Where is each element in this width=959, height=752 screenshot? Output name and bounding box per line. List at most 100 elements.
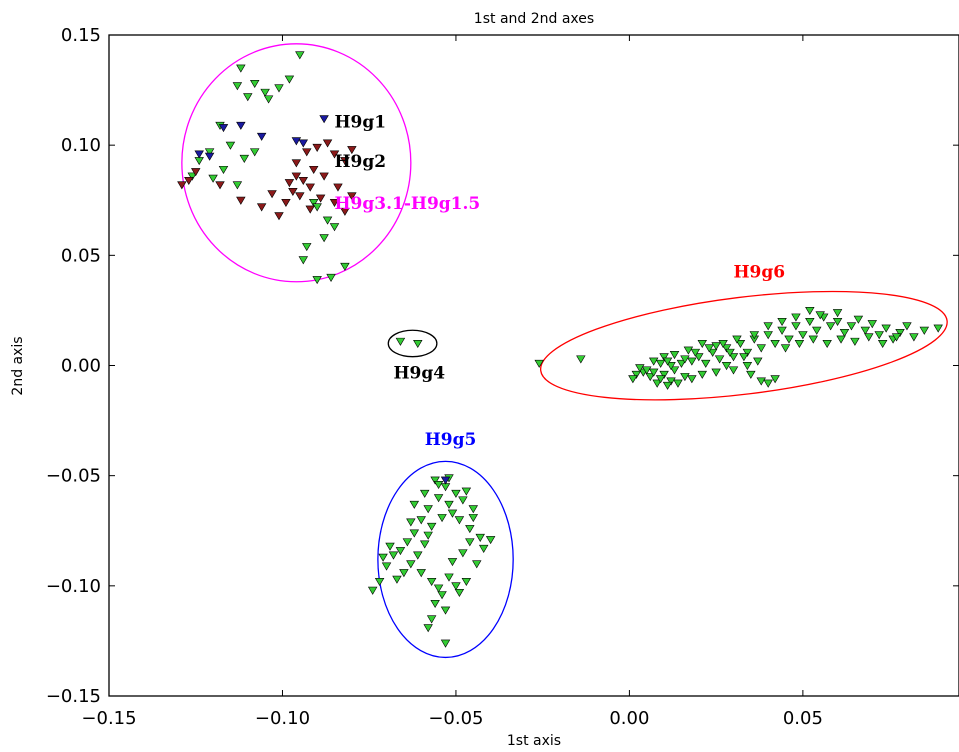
data-point	[749, 331, 760, 340]
data-point	[832, 317, 843, 327]
data-point	[333, 183, 343, 192]
data-point	[669, 351, 680, 360]
data-point	[725, 348, 735, 357]
data-point	[426, 615, 437, 624]
data-point	[777, 317, 787, 327]
data-point	[673, 379, 683, 388]
data-point	[433, 584, 444, 593]
data-point	[780, 344, 791, 353]
data-point	[687, 357, 697, 366]
data-point	[465, 525, 475, 534]
data-point	[256, 132, 267, 141]
data-point	[576, 355, 586, 364]
data-point	[805, 317, 815, 327]
data-point	[413, 340, 423, 349]
data-point	[728, 353, 739, 362]
data-point	[187, 172, 197, 181]
data-point	[756, 377, 766, 386]
data-point	[534, 359, 544, 368]
cluster-ellipses	[181, 43, 948, 659]
data-point	[367, 586, 378, 595]
data-point	[753, 357, 763, 366]
data-point	[655, 375, 666, 384]
data-point	[475, 533, 485, 542]
cluster-labels: H9g1 H9g2 H9g3.1-H9g1.5 H9g4 H9g5 H9g6	[335, 113, 786, 450]
data-point	[399, 569, 409, 578]
data-point	[454, 588, 465, 598]
cluster-label: H9g4	[393, 364, 445, 384]
data-point	[648, 357, 659, 366]
data-point	[260, 88, 270, 97]
y-tick-label: 0.05	[61, 245, 101, 266]
cluster-ellipse-2	[377, 460, 514, 659]
data-point	[340, 262, 350, 271]
data-point	[218, 124, 229, 133]
data-point	[388, 551, 399, 560]
data-point	[204, 148, 215, 157]
data-point	[225, 141, 236, 150]
data-point	[454, 516, 465, 525]
data-point	[669, 366, 680, 375]
data-point	[447, 509, 458, 518]
data-point	[347, 146, 357, 155]
data-point	[419, 489, 430, 498]
data-point	[777, 326, 787, 335]
data-point	[836, 335, 846, 344]
chart-title: 1st and 2nd axes	[474, 11, 594, 27]
data-point	[659, 353, 669, 362]
data-point	[308, 165, 319, 174]
axis-ticks: −0.15 −0.10 −0.05 0.00 0.05 −0.15 −0.10 −0.05 0.…	[46, 25, 959, 729]
data-point	[426, 577, 437, 587]
data-point	[291, 159, 302, 168]
data-point	[256, 203, 267, 212]
data-point	[832, 309, 843, 318]
data-point	[281, 199, 291, 208]
data-point	[742, 362, 753, 371]
x-axis-title: 1st axis	[507, 733, 561, 749]
data-point	[326, 273, 336, 282]
data-point	[218, 165, 229, 174]
data-point	[867, 320, 877, 329]
data-point	[433, 494, 444, 503]
data-point	[402, 538, 413, 547]
x-tick-label: −0.15	[81, 708, 136, 729]
data-point	[853, 315, 864, 324]
data-point	[395, 547, 406, 556]
data-point	[881, 324, 891, 333]
data-point	[652, 379, 662, 388]
data-point	[718, 340, 728, 349]
data-point	[437, 591, 447, 600]
data-point	[416, 516, 426, 525]
y-tick-label: −0.05	[46, 466, 101, 487]
data-point	[794, 340, 805, 349]
data-point	[451, 489, 461, 498]
data-point	[215, 181, 225, 190]
data-point	[291, 172, 302, 181]
data-point	[437, 514, 447, 523]
cluster-label: H9g6	[733, 262, 785, 282]
data-point	[274, 84, 284, 93]
data-point	[815, 311, 825, 320]
data-point	[784, 335, 794, 344]
data-point	[208, 174, 218, 183]
data-point	[381, 562, 392, 571]
data-point	[291, 137, 302, 146]
data-point	[430, 476, 440, 485]
data-point	[472, 560, 482, 569]
data-point	[704, 344, 714, 353]
data-point	[701, 359, 711, 368]
data-point	[478, 544, 489, 553]
y-tick-label: 0.00	[61, 356, 101, 377]
data-point	[236, 196, 246, 205]
data-point	[825, 322, 836, 331]
cluster-ellipse-0	[181, 43, 412, 283]
data-point	[204, 152, 215, 161]
data-point	[919, 326, 930, 335]
data-point	[249, 148, 260, 157]
data-point	[392, 575, 402, 584]
data-point	[628, 375, 638, 384]
data-point	[423, 624, 433, 633]
data-point	[444, 500, 454, 509]
data-point	[846, 322, 857, 331]
data-point	[329, 223, 340, 232]
